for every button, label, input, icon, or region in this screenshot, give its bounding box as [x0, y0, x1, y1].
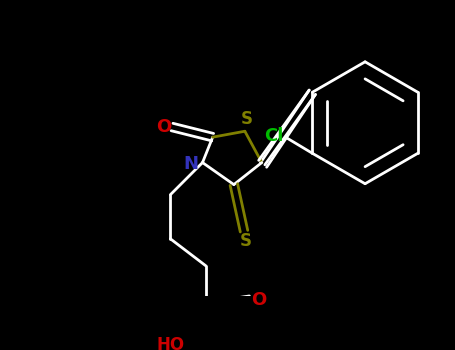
Text: S: S [241, 110, 253, 128]
Text: Cl: Cl [263, 127, 283, 145]
Text: O: O [251, 291, 266, 309]
Text: O: O [156, 118, 171, 136]
Text: N: N [183, 155, 198, 173]
Text: HO: HO [156, 336, 184, 350]
Text: S: S [240, 232, 252, 250]
